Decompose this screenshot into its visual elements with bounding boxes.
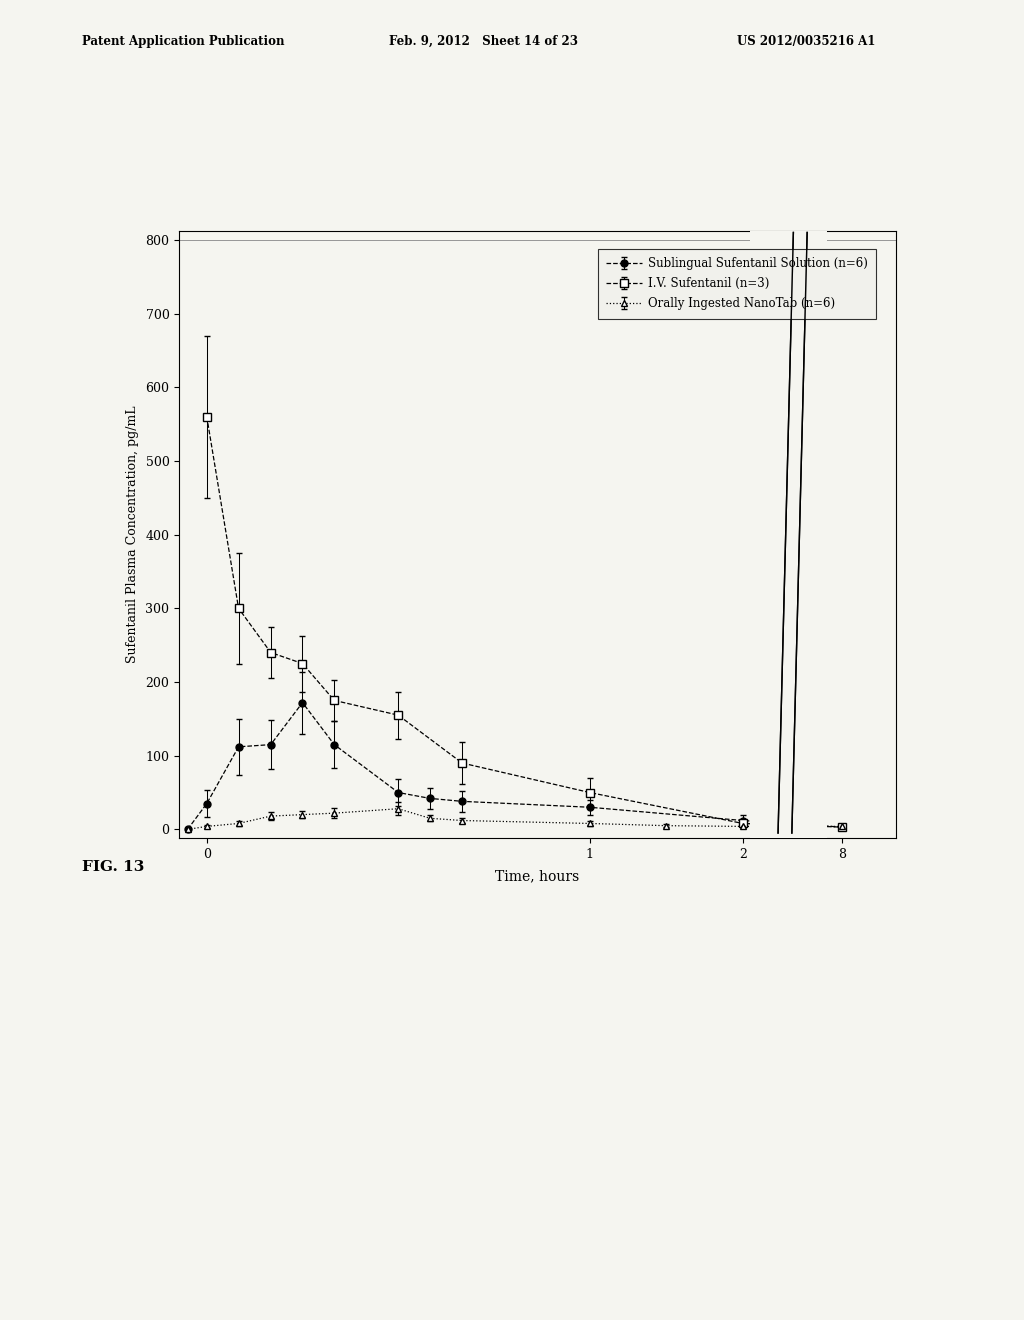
- Text: Feb. 9, 2012   Sheet 14 of 23: Feb. 9, 2012 Sheet 14 of 23: [389, 34, 579, 48]
- Text: Patent Application Publication: Patent Application Publication: [82, 34, 285, 48]
- Legend: Sublingual Sufentanil Solution (n=6), I.V. Sufentanil (n=3), Orally Ingested Nan: Sublingual Sufentanil Solution (n=6), I.…: [598, 249, 876, 318]
- Y-axis label: Sufentanil Plasma Concentration, pg/mL: Sufentanil Plasma Concentration, pg/mL: [126, 405, 138, 664]
- Text: FIG. 13: FIG. 13: [82, 861, 144, 874]
- Bar: [751, 222, 827, 841]
- Text: US 2012/0035216 A1: US 2012/0035216 A1: [737, 34, 876, 48]
- X-axis label: Time, hours: Time, hours: [496, 870, 580, 883]
